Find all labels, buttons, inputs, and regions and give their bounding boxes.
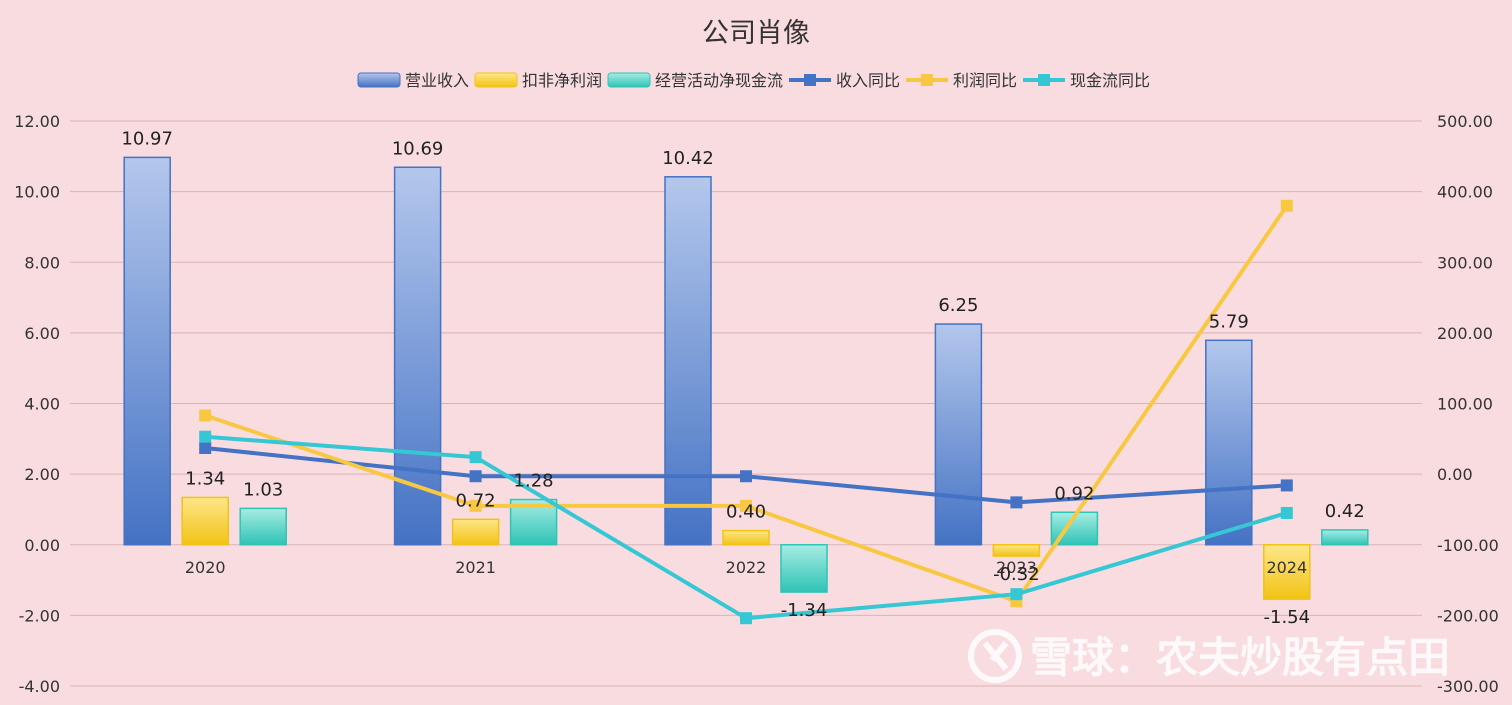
right-tick-label: 500.00 <box>1437 112 1493 131</box>
bar-value-label: -1.54 <box>1264 607 1311 628</box>
bar-经营活动净现金流-2022 <box>780 544 828 593</box>
bar-营业收入-2022 <box>664 176 712 546</box>
left-tick-label: 6.00 <box>24 324 60 343</box>
legend-swatch <box>474 72 518 88</box>
left-tick-label: 2.00 <box>24 465 60 484</box>
bar-value-label: 1.28 <box>514 471 554 492</box>
category-label: 2023 <box>996 558 1037 577</box>
bar-营业收入-2020 <box>123 156 171 546</box>
line-point <box>1280 479 1293 492</box>
line-point <box>1280 199 1293 212</box>
legend-swatch <box>607 72 651 88</box>
bar-value-label: 10.69 <box>392 138 444 159</box>
line-point <box>740 499 752 512</box>
line-point <box>740 470 752 483</box>
right-tick-label: 100.00 <box>1437 395 1493 414</box>
right-tick-label: 0.00 <box>1437 465 1473 484</box>
left-tick-label: 12.00 <box>14 112 60 131</box>
bar-value-label: 0.72 <box>456 490 496 511</box>
lines <box>199 199 1293 625</box>
left-tick-label: 8.00 <box>24 253 60 272</box>
legend: 营业收入 扣非净利润 经营活动净现金流 收入同比 利润同比 现金流同比 <box>357 71 1150 90</box>
legend-marker <box>1038 74 1050 86</box>
line-point <box>740 612 752 625</box>
line-point <box>469 470 482 483</box>
left-tick-label: -4.00 <box>19 677 60 696</box>
bar-扣非净利润-2020 <box>181 496 229 546</box>
snowball-logo-icon <box>968 629 1022 683</box>
line-point <box>469 451 482 464</box>
left-tick-label: -2.00 <box>19 606 60 625</box>
legend-label: 营业收入 <box>405 71 469 90</box>
bar-营业收入-2023 <box>934 323 983 546</box>
legend-label: 现金流同比 <box>1070 71 1150 90</box>
legend-swatch <box>357 72 401 88</box>
watermark-text: 雪球：农夫炒股有点田 <box>1030 633 1450 682</box>
bar-value-label: 1.03 <box>243 479 283 500</box>
bar-value-label: 0.92 <box>1054 483 1094 504</box>
data-labels: 10.97 1.34 1.03 10.69 0.72 1.28 10.42 0.40 -1.34… <box>121 128 1364 628</box>
category-label: 2021 <box>455 558 496 577</box>
bar-扣非净利润-2023 <box>992 544 1041 557</box>
bar-value-label: 10.42 <box>662 148 714 169</box>
line-point <box>1280 506 1293 519</box>
legend-marker <box>921 74 933 86</box>
right-tick-label: 200.00 <box>1437 324 1493 343</box>
bars <box>123 156 1369 600</box>
bar-经营活动净现金流-2024 <box>1321 529 1369 546</box>
bar-扣非净利润-2021 <box>451 518 500 546</box>
bar-value-label: 0.40 <box>726 502 766 523</box>
watermark: 雪球：农夫炒股有点田 <box>968 629 1450 683</box>
bar-营业收入-2024 <box>1205 339 1253 546</box>
line-point <box>199 441 212 454</box>
bar-value-label: 6.25 <box>938 295 978 316</box>
bar-扣非净利润-2022 <box>722 529 770 546</box>
right-tick-label: -200.00 <box>1437 606 1499 625</box>
legend-label: 扣非净利润 <box>522 71 602 90</box>
bar-value-label: -1.34 <box>781 600 828 621</box>
line-point <box>199 409 212 422</box>
left-tick-label: 0.00 <box>24 536 60 555</box>
category-label: 2020 <box>185 558 226 577</box>
right-tick-label: -100.00 <box>1437 536 1499 555</box>
line-point <box>1010 496 1023 509</box>
category-label: 2022 <box>726 558 767 577</box>
right-axis: -300.00 -200.00 -100.00 0.00 100.00 200.00 300… <box>1437 112 1499 696</box>
legend-marker <box>804 74 816 86</box>
chart-title: 公司肖像 <box>702 18 810 49</box>
bar-扣非净利润-2024 <box>1263 544 1311 600</box>
legend-label: 利润同比 <box>953 71 1017 90</box>
bar-value-label: -0.32 <box>993 564 1040 585</box>
right-tick-label: -300.00 <box>1437 677 1499 696</box>
left-axis: -4.00 -2.00 0.00 2.00 4.00 6.00 8.00 10.00 12.00 <box>14 112 60 696</box>
bar-经营活动净现金流-2020 <box>239 507 287 546</box>
bar-value-label: 1.34 <box>185 468 225 489</box>
legend-label: 收入同比 <box>836 71 900 90</box>
bar-value-label: 5.79 <box>1209 311 1249 332</box>
category-labels: 2020 2021 2022 2023 2024 <box>185 558 1307 577</box>
left-tick-label: 10.00 <box>14 183 60 202</box>
category-label: 2024 <box>1266 558 1307 577</box>
right-tick-label: 300.00 <box>1437 253 1493 272</box>
left-tick-label: 4.00 <box>24 395 60 414</box>
bar-value-label: 0.42 <box>1325 501 1365 522</box>
line-point <box>1010 588 1023 601</box>
bar-value-label: 10.97 <box>121 128 173 149</box>
snowball-logo-mark <box>982 641 1009 671</box>
line-point <box>469 499 482 512</box>
legend-label: 经营活动净现金流 <box>655 71 783 90</box>
right-tick-label: 400.00 <box>1437 183 1493 202</box>
line-point <box>199 430 212 443</box>
